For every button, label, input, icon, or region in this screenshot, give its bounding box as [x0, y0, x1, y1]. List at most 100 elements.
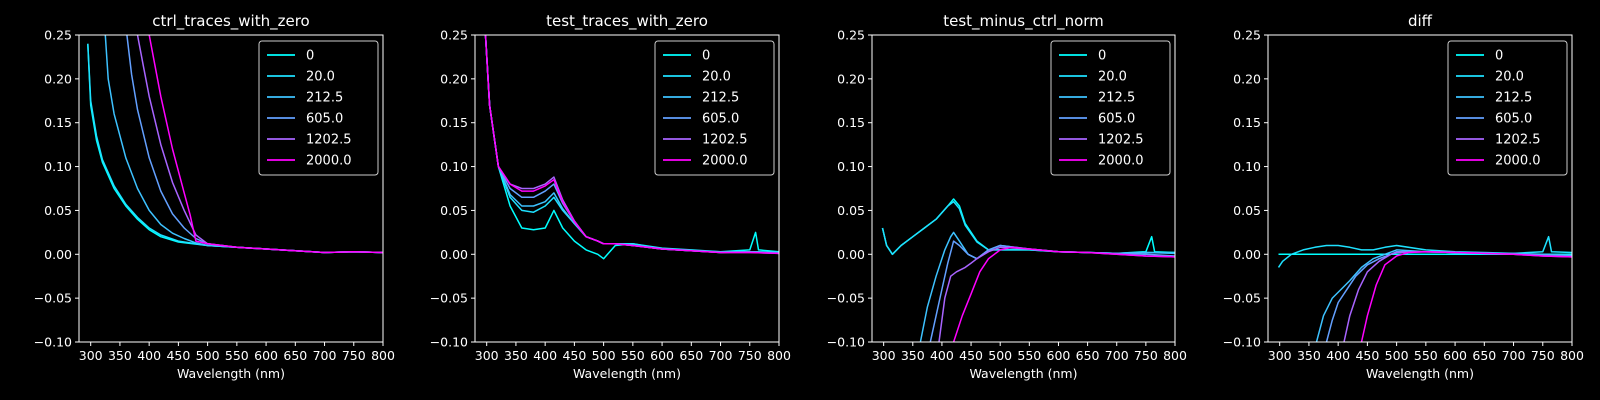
- y-tick-label: 0.25: [440, 28, 468, 43]
- series-line-2000.0: [148, 35, 383, 254]
- y-tick-label: 0.15: [440, 115, 468, 130]
- series-line-2000.0: [484, 35, 779, 255]
- chart-title: ctrl_traces_with_zero: [152, 12, 309, 31]
- y-tick-label: 0.25: [837, 28, 865, 43]
- y-tick-label: 0.05: [44, 203, 72, 218]
- legend-label: 0: [1495, 49, 1503, 64]
- legend-frame: [1050, 40, 1171, 176]
- legend-label: 20.0: [306, 70, 335, 85]
- y-tick-label: 0.00: [440, 247, 468, 262]
- x-tick-label: 550: [1414, 348, 1438, 363]
- y-tick-label: −0.10: [34, 335, 72, 350]
- legend: 0 20.0 212.5 605.0 1202.5 2000.0: [1447, 40, 1568, 176]
- legend-label: 2000.0: [1098, 154, 1144, 169]
- legend-label: 212.5: [702, 91, 739, 106]
- y-tick-label: −0.10: [430, 335, 468, 350]
- legend-label: 2000.0: [702, 154, 748, 169]
- y-tick-label: 0.15: [44, 115, 72, 130]
- axes-frame: [1267, 34, 1573, 343]
- x-tick-label: 450: [1355, 348, 1379, 363]
- chart-panel-1: −0.10 −0.05 0.00 0.05 0.10 0.15 0.20 0.25 300 350…: [34, 12, 395, 381]
- y-tick-label: 0.00: [1233, 247, 1261, 262]
- x-tick-label: 300: [79, 348, 103, 363]
- y-tick-label: 0.20: [440, 71, 468, 86]
- x-tick-label: 400: [930, 348, 954, 363]
- legend-label: 605.0: [702, 112, 739, 127]
- legend-label: 212.5: [306, 91, 343, 106]
- y-tick-label: −0.05: [34, 291, 72, 306]
- legend-label: 20.0: [702, 70, 731, 85]
- x-tick-label: 300: [872, 348, 896, 363]
- y-tick-label: 0.25: [44, 28, 72, 43]
- y-tick-label: 0.05: [1233, 203, 1261, 218]
- x-tick-label: 600: [254, 348, 278, 363]
- legend-frame: [1447, 40, 1568, 176]
- x-tick-label: 350: [901, 348, 925, 363]
- x-tick-label: 800: [371, 348, 395, 363]
- series-line-20.0: [1277, 235, 1572, 268]
- x-axis-label: Wavelength (nm): [970, 366, 1078, 381]
- series-line-212.5: [1315, 249, 1572, 342]
- x-tick-label: 500: [592, 348, 616, 363]
- legend: 0 20.0 212.5 605.0 1202.5 2000.0: [258, 40, 379, 176]
- y-tick-label: 0.20: [1233, 71, 1261, 86]
- legend-label: 605.0: [1495, 112, 1532, 127]
- y-tick-label: 0.10: [440, 159, 468, 174]
- chart-panel-3: −0.10 −0.05 0.00 0.05 0.10 0.15 0.20 0.25 300 350…: [827, 12, 1187, 381]
- x-tick-label: 350: [504, 348, 528, 363]
- y-tick-label: −0.05: [827, 291, 865, 306]
- legend-label: 1202.5: [1495, 133, 1541, 148]
- x-tick-label: 400: [137, 348, 161, 363]
- series-line-0: [484, 35, 779, 260]
- x-tick-label: 500: [196, 348, 220, 363]
- y-tick-label: 0.05: [440, 203, 468, 218]
- legend-label: 2000.0: [306, 154, 352, 169]
- x-tick-label: 800: [767, 348, 791, 363]
- x-tick-label: 700: [1502, 348, 1526, 363]
- x-tick-label: 600: [1443, 348, 1467, 363]
- x-axis-label: Wavelength (nm): [177, 366, 285, 381]
- y-tick-label: −0.05: [430, 291, 468, 306]
- series-line-2000.0: [1360, 250, 1572, 342]
- y-tick-label: 0.05: [837, 203, 865, 218]
- x-tick-label: 750: [738, 348, 762, 363]
- y-tick-label: 0.00: [837, 247, 865, 262]
- legend-label: 0: [1098, 49, 1106, 64]
- y-tick-label: 0.10: [44, 159, 72, 174]
- x-tick-label: 650: [283, 348, 307, 363]
- legend: 0 20.0 212.5 605.0 1202.5 2000.0: [654, 40, 775, 176]
- plot-area: [881, 198, 1175, 342]
- plot-area: [1277, 235, 1572, 342]
- x-tick-label: 300: [1268, 348, 1292, 363]
- legend-frame: [654, 40, 775, 176]
- legend-label: 1202.5: [1098, 133, 1144, 148]
- y-tick-label: 0.10: [837, 159, 865, 174]
- axes-frame: [871, 34, 1176, 343]
- x-tick-label: 450: [562, 348, 586, 363]
- y-tick-label: 0.00: [44, 247, 72, 262]
- legend-label: 1202.5: [306, 133, 352, 148]
- series-line-1202.5: [1343, 250, 1572, 342]
- x-tick-label: 400: [1326, 348, 1350, 363]
- y-tick-label: 0.15: [1233, 115, 1261, 130]
- x-tick-label: 750: [342, 348, 366, 363]
- x-tick-label: 700: [1105, 348, 1129, 363]
- x-tick-label: 800: [1163, 348, 1187, 363]
- x-tick-label: 300: [475, 348, 499, 363]
- x-tick-label: 450: [166, 348, 190, 363]
- legend-label: 2000.0: [1495, 154, 1541, 169]
- x-tick-label: 700: [313, 348, 337, 363]
- x-tick-label: 500: [988, 348, 1012, 363]
- legend-label: 212.5: [1098, 91, 1135, 106]
- chart-panel-2: −0.10 −0.05 0.00 0.05 0.10 0.15 0.20 0.25 300 350…: [430, 12, 791, 381]
- legend-label: 20.0: [1098, 70, 1127, 85]
- series-line-2000.0: [952, 246, 1175, 342]
- x-tick-label: 550: [225, 348, 249, 363]
- y-tick-label: −0.10: [1223, 335, 1261, 350]
- legend-label: 605.0: [1098, 112, 1135, 127]
- y-tick-label: 0.15: [837, 115, 865, 130]
- plot-area: [87, 35, 383, 254]
- y-tick-label: 0.20: [837, 71, 865, 86]
- x-axis-label: Wavelength (nm): [1366, 366, 1474, 381]
